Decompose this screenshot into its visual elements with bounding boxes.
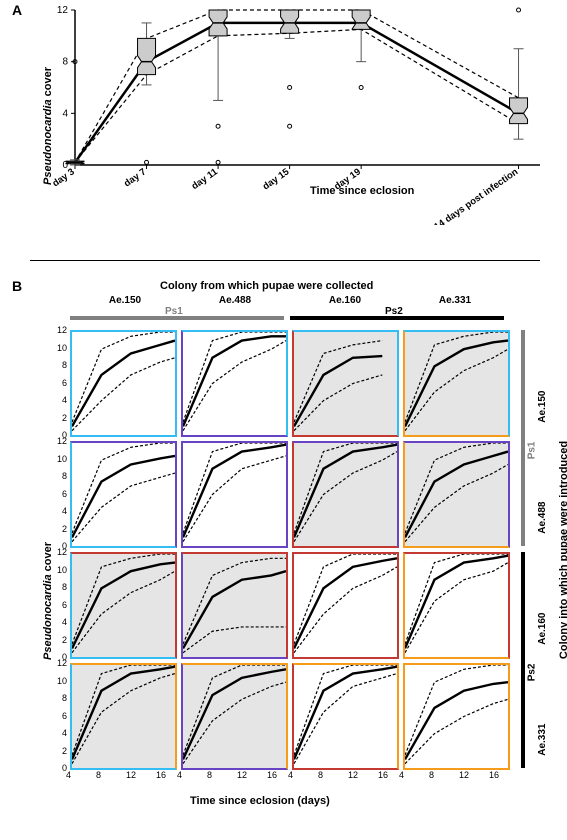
ytick: 6	[55, 711, 67, 721]
panel-b-top-title: Colony from which pupae were collected	[160, 280, 373, 292]
svg-text:day 11: day 11	[190, 166, 221, 192]
xtick: 4	[399, 770, 404, 780]
xtick: 8	[96, 770, 101, 780]
ytick: 8	[55, 693, 67, 703]
xtick: 16	[378, 770, 388, 780]
col-header: Ae.488	[180, 295, 290, 306]
col-header: Ae.150	[70, 295, 180, 306]
panel-b-label: B	[12, 278, 22, 294]
ytick: 10	[55, 454, 67, 464]
xtick: 16	[156, 770, 166, 780]
col-header: Ae.331	[400, 295, 510, 306]
xtick: 16	[267, 770, 277, 780]
ytick: 8	[55, 471, 67, 481]
ytick: 4	[55, 728, 67, 738]
ytick: 6	[55, 489, 67, 499]
grid-cell	[181, 441, 288, 548]
ytick: 4	[55, 506, 67, 516]
ytick: 2	[55, 635, 67, 645]
svg-text:12: 12	[57, 5, 69, 16]
grid-cell	[403, 441, 510, 548]
panel-a: 04812day 3day 7day 11day 15day 1914 days…	[30, 5, 550, 235]
xtick: 4	[66, 770, 71, 780]
xtick: 16	[489, 770, 499, 780]
xtick: 12	[348, 770, 358, 780]
svg-text:day 7: day 7	[122, 166, 148, 189]
panel-b-ylabel: Pseudonocardia cover	[42, 542, 54, 660]
xtick: 4	[177, 770, 182, 780]
xtick: 12	[237, 770, 247, 780]
grid-cell	[181, 552, 288, 659]
ps1-label-right: Ps1	[527, 442, 538, 460]
ytick: 2	[55, 524, 67, 534]
row-header: Ae.331	[537, 724, 548, 756]
panel-a-plot: 04812day 3day 7day 11day 15day 1914 days…	[30, 5, 550, 225]
ytick: 8	[55, 582, 67, 592]
ytick: 12	[55, 436, 67, 446]
grid-cell	[181, 663, 288, 770]
grid-cell	[70, 663, 177, 770]
grid-cell	[70, 552, 177, 659]
ytick: 4	[55, 617, 67, 627]
col-header: Ae.160	[290, 295, 400, 306]
panel-b-grid	[70, 330, 510, 770]
grid-cell	[403, 663, 510, 770]
ps1-label-top: Ps1	[165, 306, 183, 317]
grid-cell	[181, 330, 288, 437]
xtick: 12	[459, 770, 469, 780]
panel-a-xlabel: Time since eclosion	[310, 185, 414, 197]
panel-b-right-title: Colony into which pupae were introduced	[558, 441, 567, 659]
separator	[30, 260, 540, 261]
panel-a-ylabel: Pseudonocardia cover	[42, 67, 54, 185]
xtick: 4	[288, 770, 293, 780]
ytick: 8	[55, 360, 67, 370]
ps1-bar-right	[521, 330, 525, 546]
panel-b-xlabel: Time since eclosion (days)	[190, 795, 330, 807]
grid-cell	[292, 330, 399, 437]
ytick: 6	[55, 600, 67, 610]
panel-b: Colony from which pupae were collected C…	[30, 280, 550, 830]
grid-cell	[292, 552, 399, 659]
xtick: 8	[318, 770, 323, 780]
svg-text:8: 8	[62, 57, 68, 68]
panel-a-label: A	[12, 2, 22, 18]
grid-cell	[70, 441, 177, 548]
xtick: 12	[126, 770, 136, 780]
xtick: 8	[207, 770, 212, 780]
svg-text:14 days post infection: 14 days post infection	[432, 166, 520, 225]
ytick: 2	[55, 746, 67, 756]
row-header: Ae.488	[537, 502, 548, 534]
grid-cell	[403, 330, 510, 437]
xtick: 8	[429, 770, 434, 780]
grid-cell	[403, 552, 510, 659]
ps2-label-right: Ps2	[527, 664, 538, 682]
svg-text:day 15: day 15	[261, 166, 292, 192]
row-header: Ae.150	[537, 391, 548, 423]
row-header: Ae.160	[537, 613, 548, 645]
ytick: 10	[55, 565, 67, 575]
ytick: 12	[55, 325, 67, 335]
ytick: 4	[55, 395, 67, 405]
ps2-bar-right	[521, 552, 525, 768]
ytick: 6	[55, 378, 67, 388]
ps2-label-top: Ps2	[385, 306, 403, 317]
grid-cell	[292, 441, 399, 548]
grid-cell	[292, 663, 399, 770]
ytick: 12	[55, 547, 67, 557]
ytick: 12	[55, 658, 67, 668]
svg-text:4: 4	[62, 108, 68, 119]
ytick: 2	[55, 413, 67, 423]
grid-cell	[70, 330, 177, 437]
ytick: 10	[55, 676, 67, 686]
ytick: 10	[55, 343, 67, 353]
